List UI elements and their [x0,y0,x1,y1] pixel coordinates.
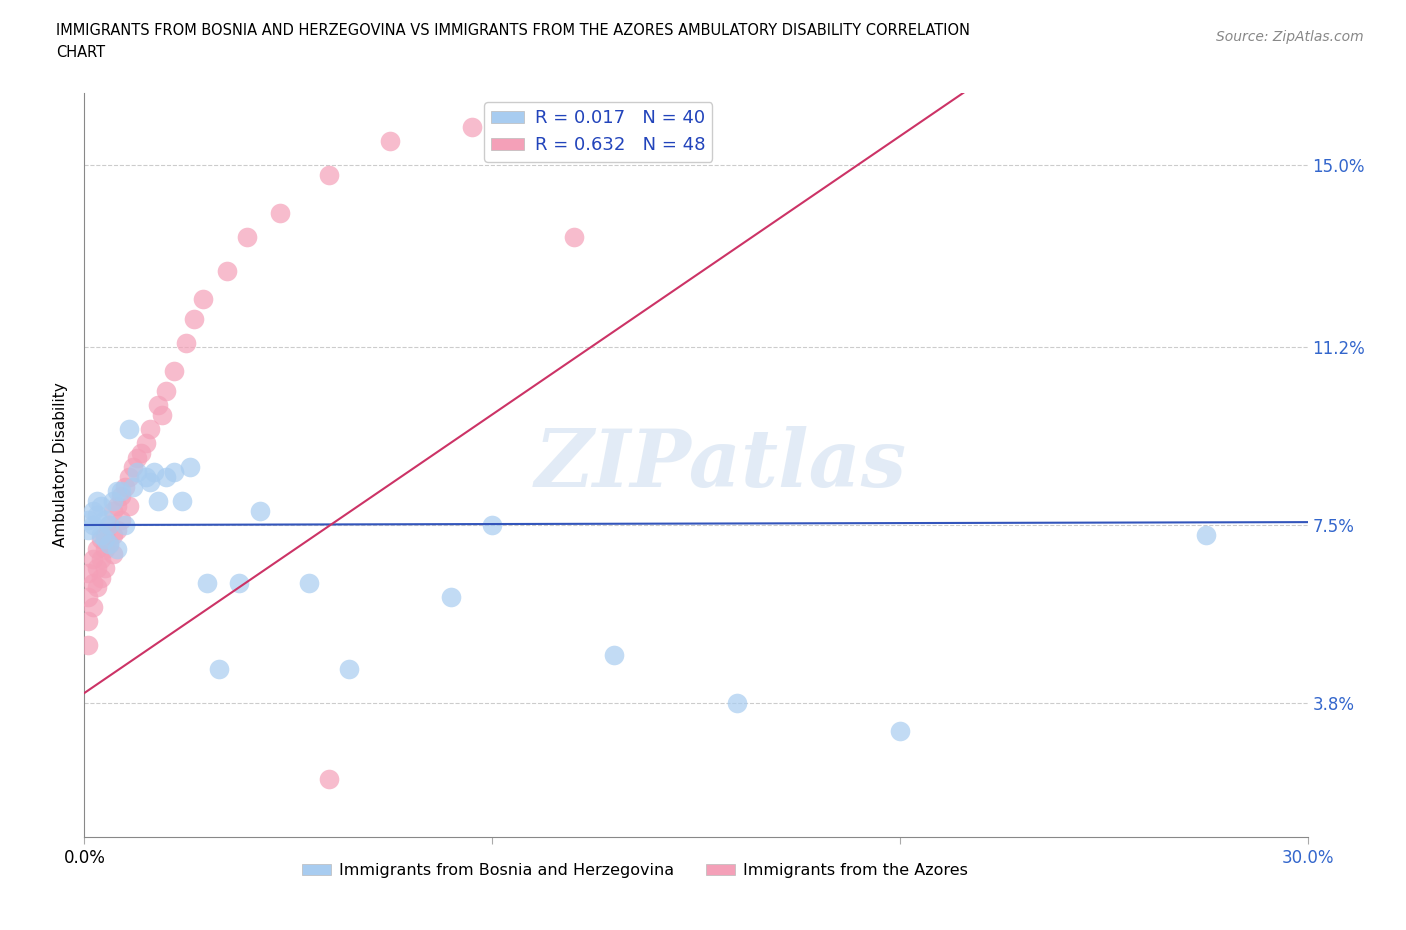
Point [86,494,108,509]
Point [461,119,484,134]
Point [93,561,115,576]
Point [86,541,108,556]
Point [380,134,402,149]
Point [90,532,112,547]
Point [110,484,132,498]
Point [131,445,153,460]
Point [562,230,585,245]
Point [77,523,100,538]
Point [90,570,112,585]
Point [118,470,141,485]
Legend: Immigrants from Bosnia and Herzegovina, Immigrants from the Azores: Immigrants from Bosnia and Herzegovina, … [295,857,974,884]
Point [77,590,100,604]
Point [101,527,124,542]
Point [90,551,112,566]
Point [172,494,194,509]
Point [174,335,197,350]
Point [298,575,321,590]
Point [249,503,271,518]
Point [93,541,115,556]
Point [440,590,463,604]
Point [90,498,112,513]
Point [146,397,169,412]
Point [114,518,136,533]
Point [889,724,911,738]
Text: IMMIGRANTS FROM BOSNIA AND HERZEGOVINA VS IMMIGRANTS FROM THE AZORES AMBULATORY : IMMIGRANTS FROM BOSNIA AND HERZEGOVINA V… [56,23,970,38]
Point [163,364,186,379]
Point [101,546,124,561]
Point [127,465,149,480]
Point [77,614,100,629]
Point [82,575,104,590]
Point [101,503,124,518]
Text: Source: ZipAtlas.com: Source: ZipAtlas.com [1216,30,1364,44]
Point [93,512,115,527]
Point [142,465,165,480]
Point [1195,527,1218,542]
Point [77,512,100,527]
Point [118,498,141,513]
Point [77,565,100,580]
Point [318,167,340,182]
Point [86,580,108,595]
Point [163,465,186,480]
Point [318,772,340,787]
Point [138,474,160,489]
Point [155,470,177,485]
Point [135,470,157,485]
Point [105,498,128,513]
Point [97,518,120,533]
Point [150,407,173,422]
Point [481,518,503,533]
Point [269,206,291,220]
Point [228,575,250,590]
Point [195,575,218,590]
Point [191,292,214,307]
Point [138,421,160,436]
Point [86,561,108,576]
Point [77,638,100,653]
Point [118,421,141,436]
Point [135,436,157,451]
Point [217,263,239,278]
Point [93,532,115,547]
Point [725,695,748,710]
Point [105,484,128,498]
Point [82,599,104,614]
Point [603,647,626,662]
Point [155,383,177,398]
Point [122,479,145,494]
Point [110,489,132,504]
Point [236,230,259,245]
Point [208,661,231,676]
Point [122,460,145,475]
Point [97,518,120,533]
Point [339,661,361,676]
Point [114,479,136,494]
Point [82,551,104,566]
Text: CHART: CHART [56,45,105,60]
Point [97,537,120,551]
Text: ZIPatlas: ZIPatlas [534,426,907,504]
Point [127,450,149,465]
Point [105,541,128,556]
Point [90,527,112,542]
Point [82,518,104,533]
Point [82,503,104,518]
Point [101,494,124,509]
Point [86,508,108,523]
Point [105,523,128,538]
Point [179,460,201,475]
Point [93,527,115,542]
Point [183,312,205,326]
Point [110,512,132,527]
Y-axis label: Ambulatory Disability: Ambulatory Disability [53,382,69,548]
Point [146,494,169,509]
Point [97,537,120,551]
